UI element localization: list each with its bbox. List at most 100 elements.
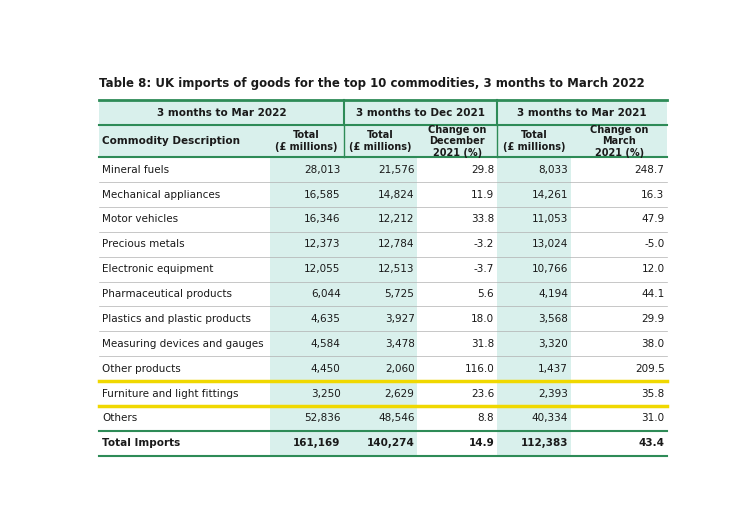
Text: Mechanical appliances: Mechanical appliances (102, 189, 221, 200)
FancyBboxPatch shape (270, 306, 343, 331)
FancyBboxPatch shape (497, 182, 571, 207)
Text: 248.7: 248.7 (634, 165, 664, 175)
FancyBboxPatch shape (571, 232, 667, 257)
Text: 48,546: 48,546 (378, 414, 414, 423)
FancyBboxPatch shape (343, 306, 417, 331)
Text: 2,629: 2,629 (384, 389, 414, 398)
FancyBboxPatch shape (497, 356, 571, 381)
Text: Total
(£ millions): Total (£ millions) (275, 131, 338, 152)
Text: 2,393: 2,393 (538, 389, 568, 398)
FancyBboxPatch shape (417, 281, 497, 306)
Text: 4,194: 4,194 (538, 289, 568, 299)
FancyBboxPatch shape (270, 157, 343, 182)
Text: 12.0: 12.0 (641, 264, 664, 274)
FancyBboxPatch shape (99, 125, 270, 157)
Text: 140,274: 140,274 (367, 438, 414, 448)
Text: Electronic equipment: Electronic equipment (102, 264, 214, 274)
Text: 16,346: 16,346 (304, 214, 340, 225)
FancyBboxPatch shape (571, 281, 667, 306)
FancyBboxPatch shape (270, 356, 343, 381)
Text: 12,212: 12,212 (378, 214, 414, 225)
FancyBboxPatch shape (270, 406, 343, 431)
Text: Total Imports: Total Imports (102, 438, 180, 448)
FancyBboxPatch shape (497, 207, 571, 232)
FancyBboxPatch shape (571, 257, 667, 281)
Text: 11,053: 11,053 (532, 214, 568, 225)
FancyBboxPatch shape (417, 431, 497, 456)
Text: 161,169: 161,169 (293, 438, 340, 448)
Text: 8.8: 8.8 (477, 414, 494, 423)
FancyBboxPatch shape (99, 306, 270, 331)
FancyBboxPatch shape (417, 306, 497, 331)
FancyBboxPatch shape (270, 182, 343, 207)
Text: 38.0: 38.0 (641, 339, 664, 349)
Text: Other products: Other products (102, 364, 181, 374)
Text: 43.4: 43.4 (639, 438, 664, 448)
FancyBboxPatch shape (571, 306, 667, 331)
FancyBboxPatch shape (571, 125, 667, 157)
FancyBboxPatch shape (417, 257, 497, 281)
FancyBboxPatch shape (571, 356, 667, 381)
FancyBboxPatch shape (497, 331, 571, 356)
Text: 40,334: 40,334 (532, 414, 568, 423)
Text: 52,836: 52,836 (304, 414, 340, 423)
FancyBboxPatch shape (417, 381, 497, 406)
Text: 209.5: 209.5 (635, 364, 664, 374)
FancyBboxPatch shape (99, 281, 270, 306)
FancyBboxPatch shape (270, 232, 343, 257)
Text: Mineral fuels: Mineral fuels (102, 165, 169, 175)
FancyBboxPatch shape (417, 125, 497, 157)
FancyBboxPatch shape (343, 356, 417, 381)
FancyBboxPatch shape (417, 207, 497, 232)
FancyBboxPatch shape (270, 207, 343, 232)
Text: Change on
March
2021 (%): Change on March 2021 (%) (590, 124, 649, 157)
Text: 47.9: 47.9 (641, 214, 664, 225)
FancyBboxPatch shape (571, 406, 667, 431)
Text: 29.8: 29.8 (470, 165, 494, 175)
Text: 29.9: 29.9 (641, 314, 664, 324)
Text: -5.0: -5.0 (644, 239, 664, 249)
Text: -3.2: -3.2 (473, 239, 494, 249)
Text: 116.0: 116.0 (465, 364, 494, 374)
Text: 3 months to Mar 2022: 3 months to Mar 2022 (156, 108, 286, 117)
FancyBboxPatch shape (270, 281, 343, 306)
FancyBboxPatch shape (343, 281, 417, 306)
Text: 18.0: 18.0 (471, 314, 494, 324)
Text: Change on
December
2021 (%): Change on December 2021 (%) (428, 124, 486, 157)
FancyBboxPatch shape (497, 157, 571, 182)
Text: 35.8: 35.8 (641, 389, 664, 398)
FancyBboxPatch shape (99, 257, 270, 281)
Text: 14,824: 14,824 (378, 189, 414, 200)
FancyBboxPatch shape (270, 381, 343, 406)
FancyBboxPatch shape (343, 381, 417, 406)
FancyBboxPatch shape (571, 182, 667, 207)
FancyBboxPatch shape (343, 182, 417, 207)
Text: 6,044: 6,044 (311, 289, 340, 299)
Text: 23.6: 23.6 (470, 389, 494, 398)
Text: 33.8: 33.8 (470, 214, 494, 225)
Text: 11.9: 11.9 (470, 189, 494, 200)
Text: 12,784: 12,784 (378, 239, 414, 249)
Text: Table 8: UK imports of goods for the top 10 commodities, 3 months to March 2022: Table 8: UK imports of goods for the top… (99, 77, 645, 89)
FancyBboxPatch shape (343, 125, 417, 157)
Text: 13,024: 13,024 (532, 239, 568, 249)
Text: 3,927: 3,927 (384, 314, 414, 324)
Text: 10,766: 10,766 (532, 264, 568, 274)
FancyBboxPatch shape (270, 331, 343, 356)
FancyBboxPatch shape (99, 157, 270, 182)
FancyBboxPatch shape (343, 100, 497, 125)
FancyBboxPatch shape (99, 232, 270, 257)
FancyBboxPatch shape (497, 257, 571, 281)
Text: 2,060: 2,060 (385, 364, 414, 374)
FancyBboxPatch shape (343, 257, 417, 281)
FancyBboxPatch shape (343, 431, 417, 456)
Text: Measuring devices and gauges: Measuring devices and gauges (102, 339, 264, 349)
FancyBboxPatch shape (497, 381, 571, 406)
Text: 44.1: 44.1 (641, 289, 664, 299)
FancyBboxPatch shape (99, 207, 270, 232)
FancyBboxPatch shape (99, 381, 270, 406)
Text: Others: Others (102, 414, 138, 423)
Text: Total
(£ millions): Total (£ millions) (503, 131, 565, 152)
Text: 12,513: 12,513 (378, 264, 414, 274)
FancyBboxPatch shape (497, 125, 571, 157)
